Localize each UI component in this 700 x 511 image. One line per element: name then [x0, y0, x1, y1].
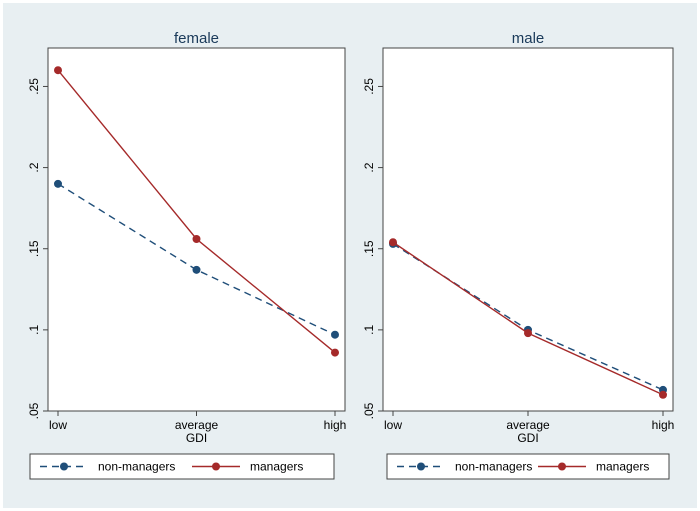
x-tick-label: high	[652, 418, 675, 432]
data-point-non-managers	[54, 179, 62, 188]
y-tick-label: .1	[27, 325, 41, 335]
legend-label-managers: managers	[250, 460, 303, 474]
x-tick-label: average	[506, 418, 550, 432]
legend-label-non-managers: non-managers	[98, 460, 175, 474]
y-tick-label: .25	[27, 78, 41, 95]
data-point-managers	[192, 234, 201, 243]
data-point-managers	[331, 348, 339, 357]
x-tick-label: average	[175, 418, 219, 432]
x-tick-label: low	[384, 418, 402, 432]
y-tick-label: .25	[362, 78, 376, 95]
figure-background: female .05 .1 .15 .2 .25 low average high GDI non-…	[3, 3, 697, 508]
x-tick-label: low	[49, 418, 67, 432]
panel-male: male .05 .1 .15 .2 .25 low average high GDI non-ma…	[362, 30, 675, 480]
y-tick-label: .15	[27, 240, 41, 257]
chart-svg: female .05 .1 .15 .2 .25 low average high GDI non-…	[27, 30, 675, 480]
legend-marker-managers	[212, 462, 220, 471]
y-tick-label: .1	[362, 325, 376, 335]
legend-marker-non-managers	[60, 462, 68, 471]
panel-title: female	[174, 30, 219, 47]
x-axis-title: GDI	[517, 431, 538, 445]
series-line-non-managers	[57, 183, 336, 336]
legend-marker-managers	[558, 462, 566, 471]
data-point-managers	[389, 238, 397, 247]
y-tick-label: .15	[362, 240, 376, 257]
data-point-managers	[524, 329, 532, 338]
plot-area	[382, 47, 674, 412]
legend-label-managers: managers	[596, 460, 649, 474]
data-point-non-managers	[192, 265, 201, 274]
x-axis-title: GDI	[186, 431, 207, 445]
data-point-managers	[659, 390, 667, 399]
plot-area	[47, 47, 346, 412]
data-point-non-managers	[331, 330, 339, 339]
data-point-managers	[54, 66, 62, 75]
x-tick-label: high	[324, 418, 347, 432]
y-tick-label: .2	[362, 162, 376, 172]
legend: non-managers managers	[29, 453, 335, 480]
panel-title: male	[512, 30, 545, 47]
legend: non-managers managers	[386, 453, 670, 480]
legend-marker-non-managers	[417, 462, 425, 471]
y-tick-label: .2	[27, 162, 41, 172]
panel-female: female .05 .1 .15 .2 .25 low average high GDI non-…	[27, 30, 347, 480]
y-tick-label: .05	[362, 402, 376, 419]
legend-label-non-managers: non-managers	[455, 460, 532, 474]
y-tick-label: .05	[27, 402, 41, 419]
